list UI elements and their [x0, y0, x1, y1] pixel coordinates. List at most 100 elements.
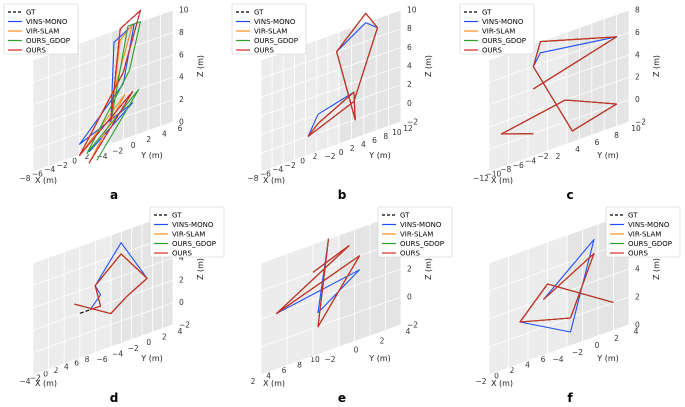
- y-tick-a-4: 4: [162, 130, 167, 139]
- y-tick-c-2: 6: [595, 138, 600, 147]
- x-tick-d-6: 8: [85, 355, 90, 364]
- z-tick-c-3: 4: [635, 50, 640, 59]
- legend-label-d-1: VINS-MONO: [172, 221, 214, 229]
- z-tick-b-3: 4: [407, 62, 412, 71]
- z-tick-e-2: 2: [407, 265, 412, 274]
- legend-label-e-2: VIR-SLAM: [400, 231, 433, 239]
- series-line-a-ours-gdop: [86, 21, 141, 161]
- z-axis-label-f: Z (m): [652, 258, 661, 280]
- z-tick-a-4: 8: [179, 28, 184, 37]
- x-tick-a-5: 2: [85, 152, 90, 161]
- legend-label-b-0: GT: [254, 9, 264, 17]
- x-tick-b-2: −4: [272, 165, 283, 174]
- y-tick-d-5: 4: [178, 327, 183, 336]
- legend-label-b-1: VINS-MONO: [254, 18, 296, 26]
- x-tick-a-2: −4: [44, 165, 55, 174]
- legend-label-b-3: OURS_GDOP: [254, 37, 298, 45]
- x-tick-c-3: −6: [513, 161, 524, 170]
- z-tick-d-3: 4: [179, 253, 184, 262]
- y-axis-label-a: Y (m): [140, 151, 162, 160]
- x-tick-a-0: −8: [19, 174, 30, 183]
- y-tick-d-4: 2: [162, 333, 167, 342]
- legend-box-a: [3, 3, 79, 55]
- legend-label-f-0: GT: [628, 212, 638, 220]
- z-tick-b-4: 6: [407, 43, 412, 52]
- panel-b: −2 0 2 4 6 8 10 −8 −6 −4 −2 0 2 −2 0 2 4 6 8 10 12 X (m) Y (m)…: [228, 0, 456, 204]
- y-tick-c-3: 8: [614, 131, 619, 140]
- x-tick-d-2: 0: [43, 370, 48, 379]
- x-tick-d-3: 2: [54, 366, 59, 375]
- panel-label-a: a: [109, 188, 119, 202]
- z-tick-c-4: 6: [635, 28, 640, 37]
- z-tick-c-5: 8: [635, 6, 640, 15]
- legend-label-f-4: OURS: [628, 250, 648, 258]
- y-tick-f-2: 0: [595, 341, 600, 350]
- x-tick-e-0: 2: [251, 377, 256, 386]
- x-tick-b-5: 2: [313, 152, 318, 161]
- y-grid-a-5: [110, 32, 174, 145]
- legend-label-c-1: VINS-MONO: [482, 18, 524, 26]
- z-tick-d-2: 2: [179, 276, 184, 285]
- x-tick-e-2: 6: [282, 366, 287, 375]
- series-line-a-ours: [79, 9, 141, 164]
- y-tick-d-0: −6: [96, 355, 107, 364]
- z-tick-f-0: 0: [635, 321, 640, 330]
- z-tick-f-1: 2: [635, 293, 640, 302]
- y-tick-e-3: 4: [406, 327, 411, 336]
- z-tick-c-1: 0: [635, 95, 640, 104]
- series-b: [307, 12, 379, 137]
- y-grid-b-7: [338, 32, 402, 145]
- series-line-a-vins-mono: [79, 23, 135, 153]
- x-tick-e-1: 4: [266, 372, 271, 381]
- x-tick-b-3: −2: [285, 161, 296, 170]
- y-tick-b-0: −2: [324, 152, 335, 161]
- legend-label-e-4: OURS: [400, 250, 420, 258]
- legend-label-b-2: VIR-SLAM: [254, 28, 287, 36]
- x-axis-label-f: X (m): [491, 379, 513, 388]
- x-tick-d-0: −4: [19, 377, 30, 386]
- x-tick-b-1: −6: [260, 170, 271, 179]
- x-axis-label-e: X (m): [263, 379, 285, 388]
- x-axis-label-c: X (m): [491, 176, 513, 185]
- legend-label-c-3: OURS_GDOP: [482, 37, 526, 45]
- z-axis-label-b: Z (m): [424, 55, 433, 77]
- z-tick-a-5: 10: [179, 6, 189, 15]
- x-tick-d-5: 6: [74, 359, 79, 368]
- z-tick-c-2: 2: [635, 73, 640, 82]
- x-tick-c-2: −8: [500, 165, 511, 174]
- y-tick-b-2: 2: [350, 144, 355, 153]
- y-tick-e-0: −2: [324, 355, 335, 364]
- legend-label-a-1: VINS-MONO: [26, 18, 68, 26]
- z-axis-label-d: Z (m): [196, 258, 205, 280]
- y-tick-d-2: −2: [128, 344, 139, 353]
- legend-label-c-0: GT: [482, 9, 492, 17]
- x-tick-c-4: −4: [525, 156, 536, 165]
- z-tick-b-0: −2: [407, 118, 418, 127]
- legend-label-a-0: GT: [26, 9, 36, 17]
- y-axis-label-d: Y (m): [140, 354, 162, 363]
- series-d: [74, 242, 148, 315]
- back-pane-d: [33, 235, 111, 375]
- y-axis-label-e: Y (m): [368, 354, 390, 363]
- legend-box-b: [231, 3, 307, 55]
- legend-label-f-3: OURS_GDOP: [628, 240, 672, 248]
- x-tick-a-1: −6: [32, 170, 43, 179]
- z-axis-label-e: Z (m): [424, 258, 433, 280]
- z-tick-a-0: 0: [179, 118, 184, 127]
- legend-label-a-4: OURS: [26, 47, 46, 55]
- y-tick-e-2: 2: [380, 336, 385, 345]
- z-tick-a-2: 4: [179, 73, 184, 82]
- x-tick-b-4: 0: [300, 156, 305, 165]
- legend-label-e-1: VINS-MONO: [400, 221, 442, 229]
- legend-box-f: [605, 206, 681, 258]
- y-axis-label-f: Y (m): [596, 354, 618, 363]
